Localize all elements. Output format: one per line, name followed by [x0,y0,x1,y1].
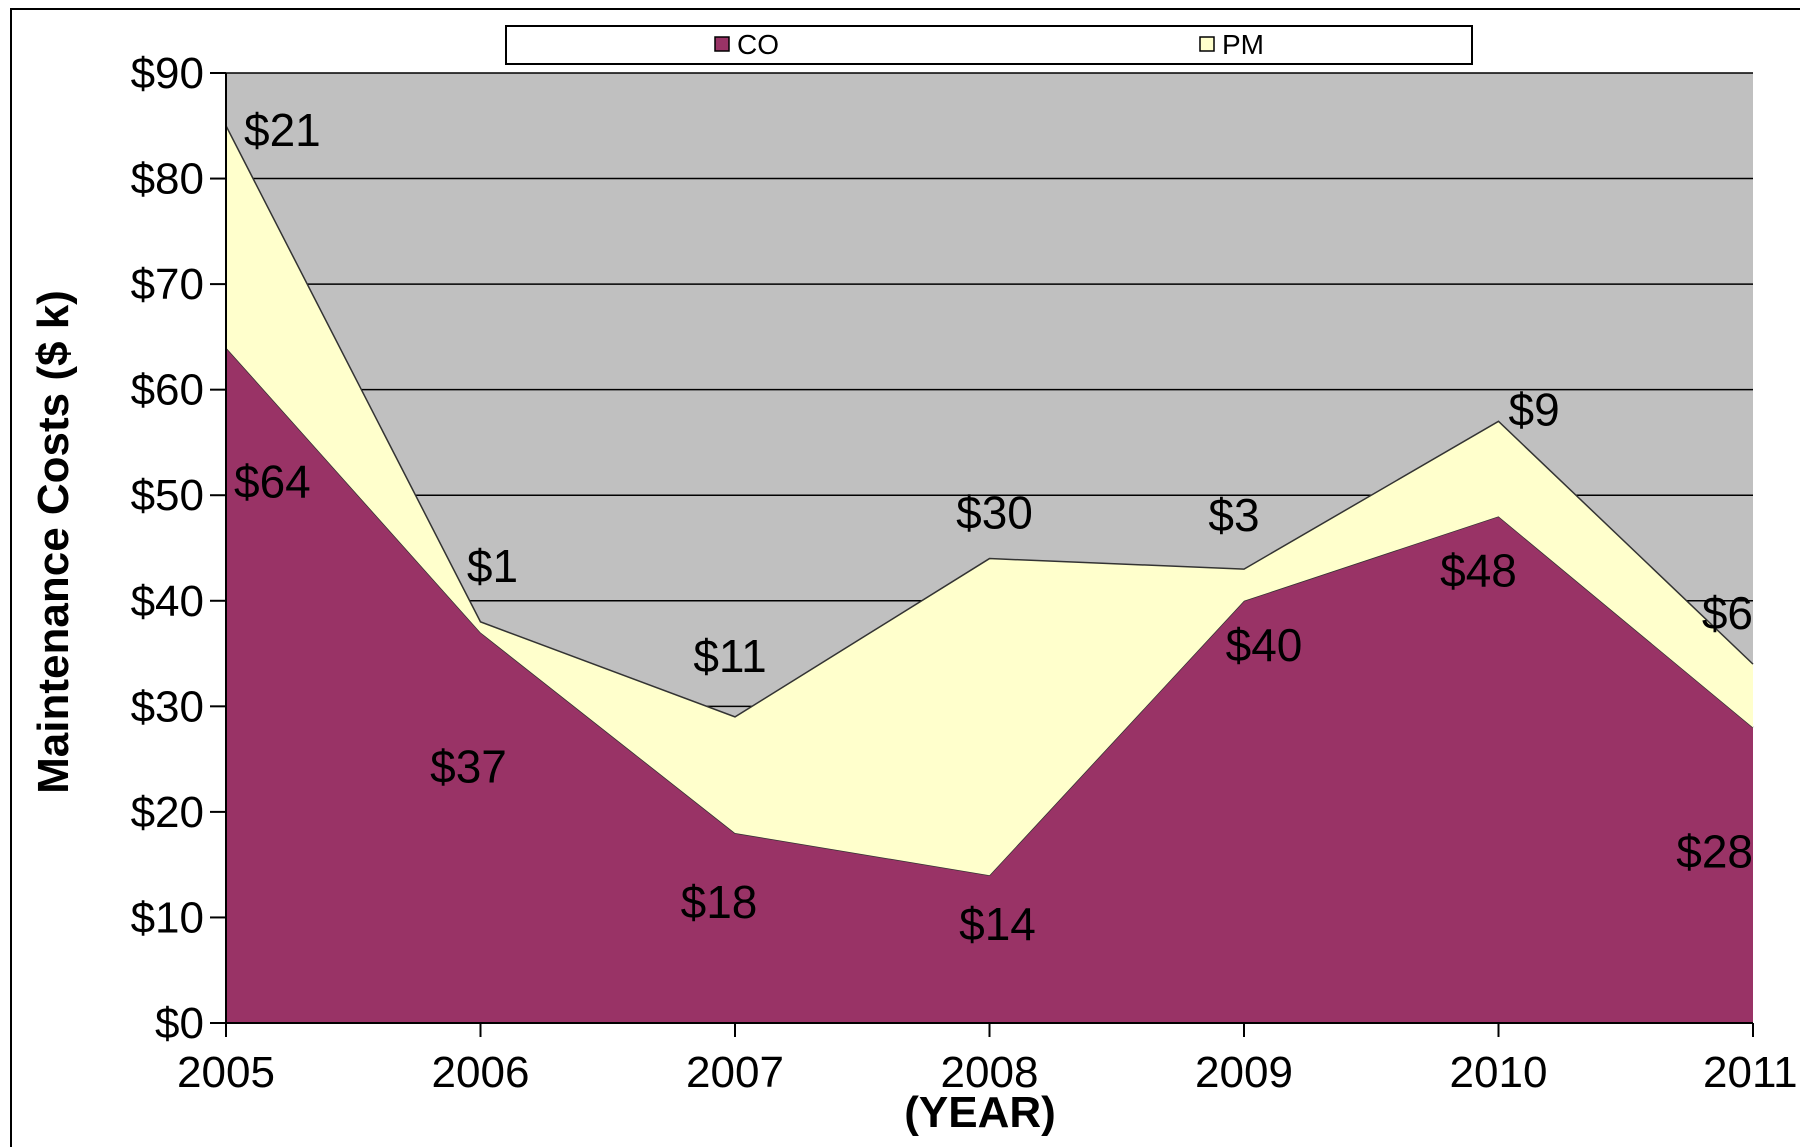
area-edge-pm [225,125,1754,718]
data-label-co: $18 [681,876,758,928]
y-tick-label: $70 [131,260,204,309]
legend-swatch-co [714,36,730,52]
data-label-pm: $21 [244,104,321,156]
y-tick-labels: $0 $10 $20 $30 $40 $50 $60 $70 $80 $90 [131,49,204,1048]
series-areas [225,125,1754,1023]
x-tick-label: 2011 [1703,1048,1798,1097]
x-tick-label: 2010 [1450,1048,1548,1097]
area-co [226,347,1753,1023]
legend-swatch-pm [1199,36,1215,52]
y-tick-label: $10 [131,893,204,942]
data-label-co: $14 [959,898,1036,950]
area-pm [226,125,1753,876]
y-tick-label: $40 [131,577,204,626]
legend: CO PM [505,25,1473,65]
legend-label-co: CO [737,29,779,60]
data-label-co: $37 [430,740,507,792]
y-tick-label: $0 [155,999,204,1048]
data-label-pm: $6 [1702,587,1753,639]
y-tick-label: $50 [131,471,204,520]
data-label-co: $40 [1226,619,1303,671]
axes [210,72,1754,1037]
x-tick-label: 2005 [177,1048,275,1097]
y-tick-label: $30 [131,682,204,731]
x-axis-title: (YEAR) [904,1088,1056,1137]
y-tick-label: $80 [131,155,204,204]
data-label-pm: $11 [693,630,766,682]
data-label-pm: $30 [956,487,1033,539]
y-axis-title: Maintenance Costs ($ k) [29,290,78,794]
data-label-pm: $1 [467,540,518,592]
data-labels: $64 $37 $18 $14 $40 $48 $28 $21 $1 $11 $30 $3 $9 $6 [234,104,1753,950]
data-label-pm: $3 [1208,489,1259,541]
y-tick-label: $90 [131,49,204,98]
x-tick-label: 2009 [1195,1048,1293,1097]
legend-label-pm: PM [1222,29,1264,60]
y-tick-label: $60 [131,366,204,415]
x-tick-labels: 2005 2006 2007 2008 2009 2010 2011 [177,1048,1798,1097]
x-tick-label: 2006 [432,1048,530,1097]
data-label-co: $28 [1676,825,1753,877]
y-tick-label: $20 [131,788,204,837]
data-label-co: $64 [234,455,311,507]
legend-box [505,25,1473,65]
x-tick-label: 2007 [686,1048,784,1097]
data-label-co: $48 [1440,544,1517,596]
data-label-pm: $9 [1509,383,1560,435]
x-tick-label: 2008 [941,1048,1039,1097]
